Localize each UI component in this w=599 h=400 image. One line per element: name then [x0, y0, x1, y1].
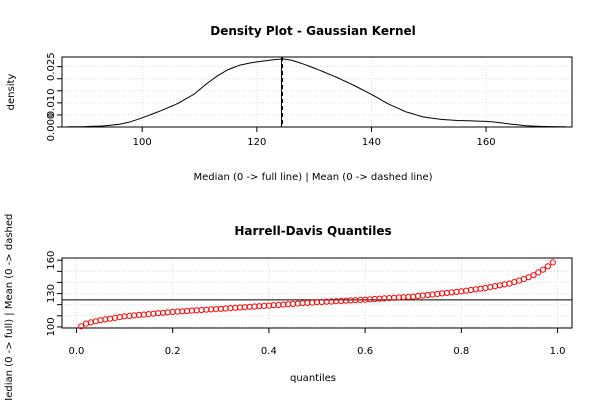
quantiles-y-tick-label: 160 [46, 251, 57, 270]
quantiles-x-tick-label: 0.4 [261, 346, 277, 357]
density-x-tick-label: 140 [362, 137, 381, 148]
quantile-point [535, 269, 542, 276]
quantiles-y-tick-label: 130 [46, 284, 57, 303]
density-x-label: Median (0 -> full line) | Mean (0 -> das… [193, 172, 432, 183]
quantile-point [549, 259, 556, 266]
quantiles-x-tick-label: 0.6 [357, 346, 373, 357]
density-y-tick-label: 0.025 [46, 52, 57, 81]
density-plot-frame [61, 56, 573, 128]
quantiles-x-tick-label: 0.8 [453, 346, 469, 357]
quantiles-title: Harrell-Davis Quantiles [234, 224, 391, 238]
quantiles-x-label: quantiles [290, 373, 336, 384]
quantiles-y-tick-label: 100 [46, 317, 57, 336]
density-panel: Density Plot - Gaussian Kernel 100 120 140… [6, 24, 573, 183]
density-y-tick-label: 0.000 [46, 113, 57, 142]
quantiles-axes: 0.0 0.2 0.4 0.6 0.8 1.0 100 130 160 [46, 251, 566, 357]
density-x-tick-label: 120 [247, 137, 266, 148]
density-x-tick-label: 160 [476, 137, 495, 148]
quantiles-y-label: Median (0 -> full) | Mean (0 -> dashed [4, 214, 15, 400]
density-x-tick-label: 100 [133, 137, 152, 148]
quantile-points [78, 259, 556, 330]
quantiles-x-tick-label: 0.2 [165, 346, 181, 357]
quantile-point [491, 283, 499, 290]
quantile-point [544, 263, 552, 270]
quantiles-x-tick-label: 1.0 [550, 346, 566, 357]
density-y-label: density [6, 74, 17, 111]
quantiles-x-tick-label: 0.0 [68, 346, 84, 357]
quantile-point [487, 284, 494, 291]
density-title: Density Plot - Gaussian Kernel [210, 24, 416, 38]
density-curve [67, 58, 567, 128]
density-grid [62, 57, 572, 128]
quantile-point [530, 272, 537, 279]
density-y-tick-label: 0.010 [46, 89, 57, 118]
quantile-point [540, 266, 547, 273]
quantile-point [496, 282, 503, 289]
quantile-point [501, 281, 508, 288]
quantiles-panel: Harrell-Davis Quantiles 0.0 0.2 0.4 0.6 0.8 1… [4, 214, 573, 400]
quantile-point [78, 323, 85, 330]
